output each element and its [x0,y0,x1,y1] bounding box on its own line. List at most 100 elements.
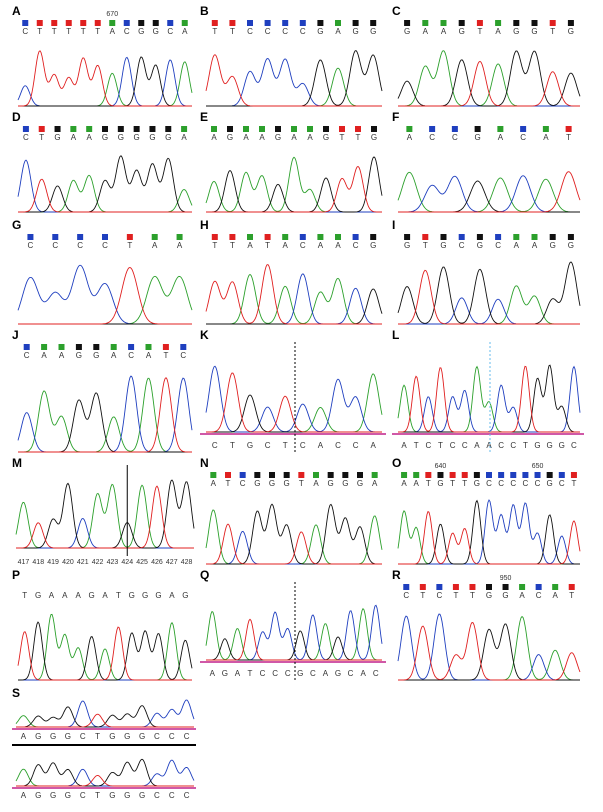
quality-box [568,584,575,590]
base-call: T [283,441,288,450]
position-marker: 640 [435,463,447,470]
base-call: A [291,133,297,142]
quality-box [352,20,359,26]
quality-box [519,584,526,590]
base-call: G [370,27,376,36]
quality-box [522,472,529,478]
base-call: C [247,27,253,36]
base-call: T [230,27,235,36]
base-call: A [169,591,175,600]
base-call: G [155,591,161,600]
position: 427 [166,559,178,566]
base-call: A [111,351,117,360]
quality-box [449,472,456,478]
base-call: G [35,591,41,600]
quality-box [567,234,574,240]
trace [18,155,192,213]
trace [16,713,194,728]
base-call: T [423,241,428,250]
panel-label: A [12,4,21,18]
base-call: G [440,241,446,250]
quality-box [510,472,517,478]
base-call: G [297,669,303,678]
panel-label: D [12,110,21,124]
base-call: G [317,27,323,36]
base-call: G [474,479,480,488]
quality-box [86,126,93,132]
quality-box [151,234,158,240]
quality-box [317,20,324,26]
base-call: T [462,479,467,488]
quality-box [109,20,116,26]
base-call: G [134,133,140,142]
base-call: G [247,441,253,450]
base-call: G [139,732,145,741]
base-call: G [35,791,41,800]
base-call: G [534,441,540,450]
quality-box [269,472,275,478]
base-call: C [154,732,160,741]
base-call: A [313,479,319,488]
trace [398,621,581,681]
base-call: A [486,441,492,450]
base-call: A [247,241,253,250]
base-call: G [153,27,159,36]
trace [17,159,192,213]
base-call: T [414,441,419,450]
quality-box [473,472,480,478]
base-call: T [212,241,217,250]
panel-label: Q [200,568,209,582]
quality-box [145,344,152,350]
quality-box [327,472,334,478]
trace [398,364,580,433]
quality-box [403,584,410,590]
base-call: T [477,27,482,36]
quality-box [239,472,246,478]
quality-box [542,126,549,132]
quality-box [458,20,465,26]
quality-box [513,20,520,26]
position-marker: 650 [532,463,544,470]
base-call: C [184,791,190,800]
trace [206,288,383,325]
base-call: G [559,441,565,450]
base-call: A [62,591,68,600]
quality-box [422,234,429,240]
base-call: T [470,591,475,600]
trace [18,377,192,453]
trace [398,297,580,325]
base-call: G [35,732,41,741]
base-call: G [513,27,519,36]
trace [397,509,580,565]
quality-box [110,344,117,350]
base-call: T [95,791,100,800]
base-call: G [118,133,124,142]
quality-box [94,20,101,26]
base-call: C [300,441,306,450]
base-call: T [450,479,455,488]
quality-box [558,472,565,478]
quality-box [211,234,218,240]
quality-box [102,234,108,240]
base-call: C [436,591,442,600]
panel-label: K [200,328,209,342]
position-marker: 670 [106,11,118,18]
quality-box [406,126,413,132]
quality-box [339,126,345,132]
position: 428 [181,559,193,566]
quality-box [335,20,341,26]
base-call: G [65,732,71,741]
base-call: T [566,133,571,142]
trace [206,394,382,433]
panel-label: N [200,456,209,470]
base-call: T [523,441,528,450]
panel-label: B [200,4,209,18]
base-call: C [523,479,529,488]
quality-box [54,126,61,132]
base-call: T [66,27,71,36]
base-call: G [437,479,443,488]
base-call: A [532,241,538,250]
quality-box [419,584,426,590]
quality-box [401,472,408,478]
